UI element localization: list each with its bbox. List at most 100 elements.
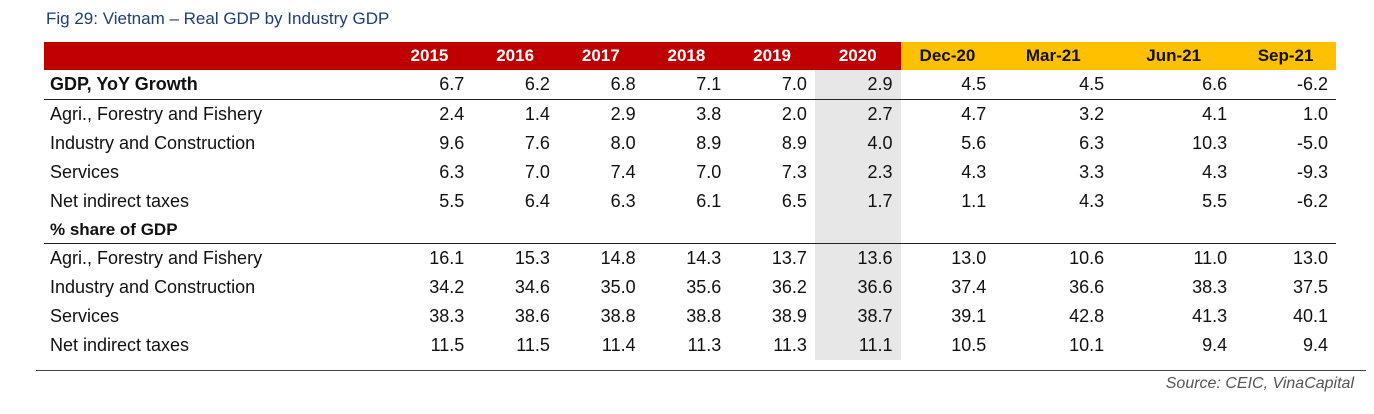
row-label: Industry and Construction bbox=[50, 277, 256, 297]
table-cell: 38.8 bbox=[686, 306, 722, 326]
table-cell: 8.9 bbox=[696, 133, 722, 153]
table-cell: 40.1 bbox=[1292, 306, 1328, 326]
header-row: 2015 2016 2017 2018 2019 2020 Dec-20 Mar… bbox=[44, 42, 1336, 70]
table-cell: 6.5 bbox=[781, 191, 807, 211]
empty-cell bbox=[729, 216, 815, 244]
table-cell: 4.3 bbox=[961, 162, 987, 182]
table-cell: 4.5 bbox=[961, 74, 987, 94]
bottom-rule bbox=[36, 370, 1366, 371]
table-cell: -6.2 bbox=[1296, 191, 1328, 211]
table-cell: 15.3 bbox=[472, 243, 558, 273]
empty-cell bbox=[901, 216, 995, 244]
table-cell: 6.6 bbox=[1202, 74, 1228, 94]
gdp-table: 2015 2016 2017 2018 2019 2020 Dec-20 Mar… bbox=[44, 42, 1336, 360]
empty-cell bbox=[558, 216, 644, 244]
table-cell: 7.0 bbox=[696, 162, 722, 182]
table-cell: 4.3 bbox=[1202, 162, 1228, 182]
table-cell: 6.7 bbox=[439, 74, 465, 94]
table-cell: 38.3 bbox=[429, 306, 465, 326]
row-label: Agri., Forestry and Fishery bbox=[44, 99, 387, 129]
column-header-highlighted: 2020 bbox=[814, 42, 901, 70]
gdp-table-container: 2015 2016 2017 2018 2019 2020 Dec-20 Mar… bbox=[44, 42, 1336, 360]
table-cell: 3.8 bbox=[643, 99, 730, 129]
table-cell: 9.4 bbox=[1202, 335, 1228, 355]
table-row: Services 6.3 7.0 7.4 7.0 7.3 2.3 4.3 3.3… bbox=[44, 158, 1336, 187]
table-cell: 38.6 bbox=[514, 306, 550, 326]
empty-cell bbox=[387, 216, 473, 244]
source-note: Source: CEIC, VinaCapital bbox=[1165, 375, 1354, 392]
row-label: Net indirect taxes bbox=[50, 191, 190, 211]
empty-cell bbox=[1235, 216, 1336, 244]
table-cell-highlighted: 2.9 bbox=[814, 70, 901, 100]
row-label: Net indirect taxes bbox=[50, 335, 190, 355]
table-cell: 11.0 bbox=[1112, 243, 1236, 273]
table-cell: 38.8 bbox=[600, 306, 636, 326]
column-header: 2017 bbox=[557, 42, 644, 70]
table-cell: 5.5 bbox=[439, 191, 465, 211]
row-label: Services bbox=[50, 306, 120, 326]
section-title-row-share: % share of GDP bbox=[44, 216, 1336, 244]
table-cell: 34.6 bbox=[514, 277, 550, 297]
table-cell: 9.4 bbox=[1302, 335, 1328, 355]
table-cell: 7.0 bbox=[524, 162, 550, 182]
table-cell: 6.3 bbox=[610, 191, 636, 211]
table-cell: 3.3 bbox=[1079, 162, 1105, 182]
table-cell: -9.3 bbox=[1296, 162, 1328, 182]
table-cell-highlighted: 4.0 bbox=[814, 129, 901, 158]
table-cell: 37.4 bbox=[951, 277, 987, 297]
table-cell: 39.1 bbox=[951, 306, 987, 326]
table-cell: 41.3 bbox=[1192, 306, 1228, 326]
table-cell: 16.1 bbox=[386, 243, 473, 273]
table-cell: 42.8 bbox=[1069, 306, 1105, 326]
table-row: Agri., Forestry and Fishery 16.1 15.3 14… bbox=[44, 243, 1336, 273]
row-label: Services bbox=[50, 162, 120, 182]
table-cell: 38.3 bbox=[1192, 277, 1228, 297]
table-cell: 10.5 bbox=[951, 335, 987, 355]
column-header-quarter: Sep-21 bbox=[1235, 42, 1336, 70]
table-cell-highlighted: 11.1 bbox=[814, 331, 901, 360]
table-cell: 4.5 bbox=[1079, 74, 1105, 94]
row-label: Agri., Forestry and Fishery bbox=[44, 243, 387, 273]
row-label: Industry and Construction bbox=[50, 133, 256, 153]
table-cell: 6.4 bbox=[524, 191, 550, 211]
table-cell: 34.2 bbox=[429, 277, 465, 297]
table-cell: 8.9 bbox=[781, 133, 807, 153]
table-cell: 4.1 bbox=[1112, 99, 1236, 129]
table-cell: 35.6 bbox=[686, 277, 722, 297]
table-cell: -6.2 bbox=[1296, 74, 1328, 94]
table-cell: 37.5 bbox=[1292, 277, 1328, 297]
table-cell: 11.3 bbox=[773, 335, 807, 355]
table-cell-highlighted: 13.6 bbox=[814, 243, 901, 273]
table-cell: 11.4 bbox=[601, 335, 636, 355]
table-cell: 1.0 bbox=[1235, 99, 1336, 129]
table-cell: 14.8 bbox=[557, 243, 644, 273]
table-cell: 13.7 bbox=[729, 243, 815, 273]
table-cell: 6.3 bbox=[439, 162, 465, 182]
table-row: Industry and Construction 34.2 34.6 35.0… bbox=[44, 273, 1336, 302]
table-cell: 5.5 bbox=[1202, 191, 1228, 211]
table-cell: 11.5 bbox=[430, 335, 465, 355]
column-header-quarter: Mar-21 bbox=[994, 42, 1113, 70]
empty-cell bbox=[1112, 216, 1235, 244]
table-cell-highlighted: 1.7 bbox=[814, 187, 901, 216]
table-row: Net indirect taxes 11.5 11.5 11.4 11.3 1… bbox=[44, 331, 1336, 360]
table-cell: 11.3 bbox=[687, 335, 722, 355]
column-header: 2018 bbox=[643, 42, 730, 70]
table-cell: 6.3 bbox=[1079, 133, 1105, 153]
table-cell-highlighted: 38.7 bbox=[814, 302, 901, 331]
table-row: Agri., Forestry and Fishery 2.4 1.4 2.9 … bbox=[44, 99, 1336, 129]
table-cell: 13.0 bbox=[1235, 243, 1336, 273]
column-header: 2015 bbox=[386, 42, 473, 70]
table-cell: 1.4 bbox=[472, 99, 558, 129]
table-cell: 10.3 bbox=[1192, 133, 1228, 153]
row-label: GDP, YoY Growth bbox=[50, 74, 198, 94]
table-cell: 7.1 bbox=[696, 74, 722, 94]
empty-cell bbox=[994, 216, 1112, 244]
section-title-row-growth: GDP, YoY Growth 6.7 6.2 6.8 7.1 7.0 2.9 … bbox=[44, 70, 1336, 100]
table-cell: 7.4 bbox=[610, 162, 636, 182]
column-header-quarter: Dec-20 bbox=[900, 42, 995, 70]
table-cell: 7.0 bbox=[781, 74, 807, 94]
table-cell: 8.0 bbox=[610, 133, 636, 153]
table-cell: 6.8 bbox=[610, 74, 636, 94]
table-cell-highlighted: 2.3 bbox=[814, 158, 901, 187]
